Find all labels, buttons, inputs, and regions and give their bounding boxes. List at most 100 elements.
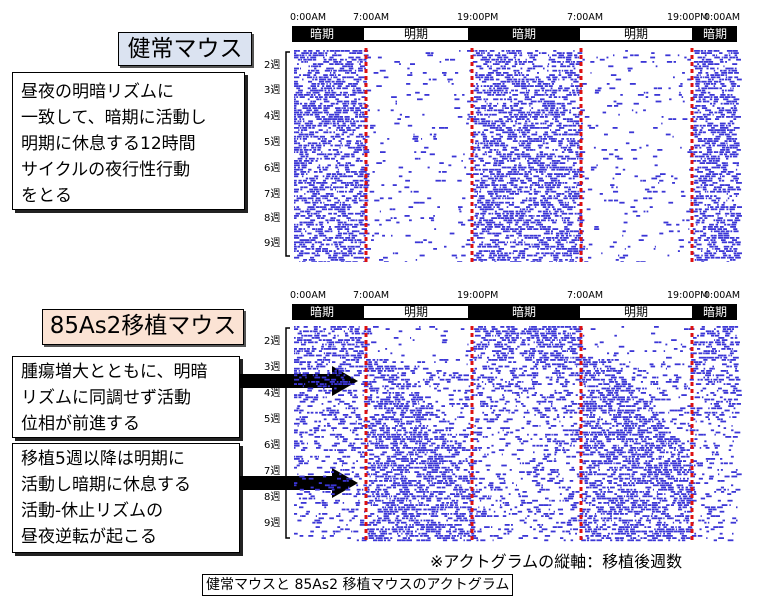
- activity-mark: [621, 381, 627, 383]
- activity-mark: [507, 352, 509, 355]
- activity-mark: [528, 387, 533, 390]
- activity-mark: [445, 378, 451, 381]
- activity-mark: [720, 131, 722, 134]
- time-label: 0:00AM: [704, 290, 741, 301]
- activity-mark: [510, 326, 515, 328]
- activity-mark: [354, 394, 357, 396]
- activity-mark: [388, 392, 392, 394]
- activity-mark: [727, 359, 729, 361]
- activity-mark: [479, 217, 485, 219]
- activity-mark: [487, 230, 490, 233]
- activity-mark: [707, 376, 710, 379]
- activity-mark: [545, 142, 549, 145]
- activity-mark: [508, 204, 514, 206]
- activity-mark: [518, 252, 522, 255]
- activity-mark: [561, 354, 564, 357]
- activity-mark: [418, 398, 423, 401]
- activity-mark: [332, 256, 337, 259]
- activity-mark: [577, 146, 579, 149]
- activity-mark: [472, 372, 476, 374]
- activity-mark: [576, 363, 581, 366]
- activity-mark: [303, 398, 309, 401]
- activity-mark: [622, 254, 629, 257]
- activity-mark: [661, 190, 666, 193]
- activity-mark: [544, 184, 547, 186]
- activity-mark: [310, 113, 314, 116]
- activity-mark: [355, 365, 359, 368]
- activity-mark: [574, 212, 577, 215]
- activity-mark: [708, 129, 714, 131]
- activity-mark: [526, 122, 528, 125]
- activity-mark: [606, 394, 612, 396]
- activity-mark: [356, 89, 362, 92]
- activity-mark: [307, 58, 313, 61]
- activity-mark: [492, 69, 498, 72]
- activity-mark: [316, 98, 320, 101]
- activity-mark: [699, 118, 705, 120]
- activity-mark: [550, 405, 553, 407]
- activity-mark: [509, 131, 515, 134]
- activity-mark: [439, 378, 445, 381]
- activity-mark: [309, 96, 314, 98]
- activity-mark: [374, 232, 379, 235]
- activity-mark: [703, 376, 705, 379]
- activity-mark: [622, 385, 626, 388]
- activity-mark: [701, 58, 705, 61]
- activity-mark: [348, 83, 353, 85]
- activity-mark: [696, 243, 702, 246]
- activity-mark: [637, 94, 644, 96]
- activity-mark: [701, 105, 706, 107]
- activity-mark: [707, 122, 714, 125]
- activity-mark: [480, 328, 482, 330]
- activity-mark: [300, 250, 304, 252]
- activity-mark: [601, 361, 607, 363]
- activity-mark: [698, 343, 702, 346]
- activity-mark: [628, 392, 631, 394]
- activity-mark: [694, 241, 698, 244]
- activity-mark: [590, 376, 596, 379]
- activity-mark: [494, 400, 499, 403]
- activity-mark: [343, 374, 346, 377]
- activity-mark: [303, 243, 306, 246]
- activity-mark: [471, 378, 476, 381]
- activity-mark: [528, 245, 532, 248]
- activity-mark: [706, 237, 711, 239]
- activity-mark: [599, 341, 604, 344]
- activity-mark: [373, 405, 378, 407]
- activity-mark: [328, 332, 331, 335]
- activity-mark: [529, 124, 535, 127]
- activity-mark: [484, 100, 487, 103]
- activity-mark: [533, 175, 539, 178]
- activity-mark: [323, 348, 326, 350]
- activity-mark: [323, 261, 327, 262]
- activity-mark: [317, 107, 322, 109]
- activity-mark: [723, 201, 726, 204]
- activity-mark: [297, 245, 301, 248]
- activity-mark: [485, 221, 492, 224]
- activity-mark: [557, 199, 563, 202]
- activity-mark: [527, 409, 529, 412]
- activity-mark: [710, 177, 713, 180]
- activity-mark: [710, 102, 713, 105]
- activity-mark: [453, 389, 456, 392]
- activity-mark: [384, 400, 388, 403]
- activity-mark: [513, 56, 516, 59]
- activity-mark: [301, 392, 305, 394]
- activity-mark: [379, 69, 386, 72]
- activity-mark: [513, 105, 518, 107]
- activity-mark: [501, 89, 504, 92]
- activity-mark: [730, 385, 736, 388]
- activity-mark: [294, 256, 300, 259]
- activity-mark: [533, 199, 536, 202]
- activity-mark: [500, 228, 506, 230]
- activity-mark: [550, 122, 554, 125]
- activity-mark: [714, 208, 718, 211]
- activity-mark: [315, 228, 318, 230]
- activity-mark: [731, 199, 734, 202]
- activity-mark: [304, 383, 306, 385]
- activity-mark: [342, 122, 346, 125]
- activity-mark: [298, 122, 301, 125]
- activity-mark: [411, 392, 413, 394]
- activity-mark: [726, 261, 730, 262]
- activity-mark: [523, 221, 529, 224]
